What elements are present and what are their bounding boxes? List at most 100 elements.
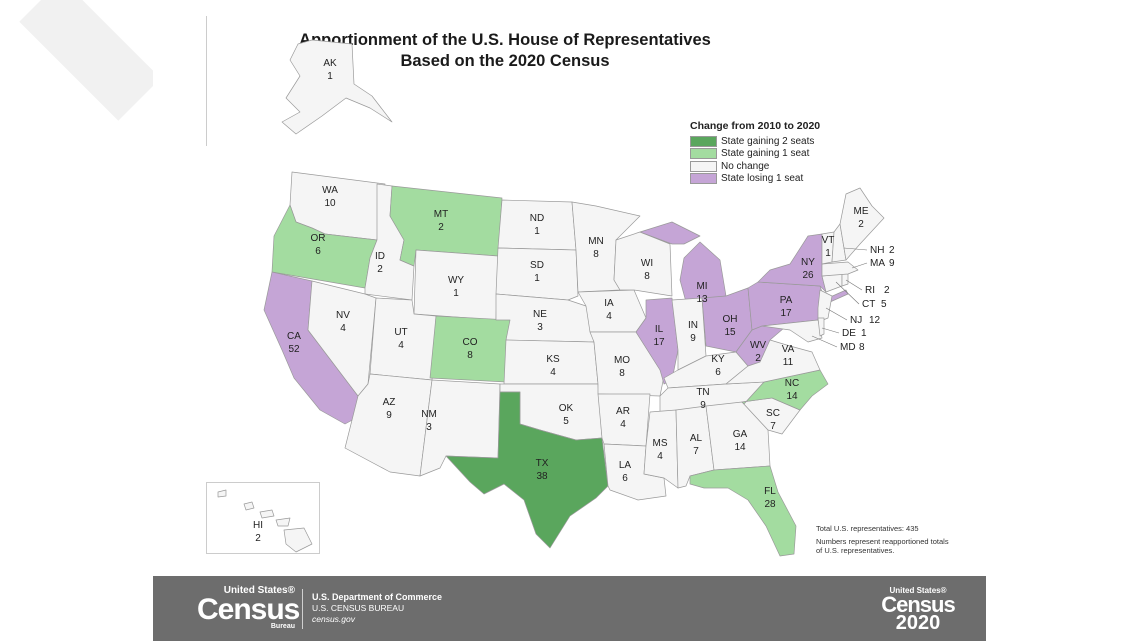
state-seats-ny: 26 bbox=[802, 270, 814, 281]
legend-swatch bbox=[690, 148, 717, 160]
state-label-mt: MT bbox=[434, 209, 448, 220]
state-seats-ak: 1 bbox=[327, 71, 333, 82]
state-seats-mo: 8 bbox=[619, 368, 625, 379]
logo-small-text: United States® bbox=[223, 585, 295, 596]
state-seats-tn: 9 bbox=[700, 400, 706, 411]
state-SD bbox=[495, 247, 579, 301]
state-label-ut: UT bbox=[394, 327, 407, 338]
state-CO bbox=[429, 315, 511, 383]
state-label-ar: AR bbox=[616, 406, 630, 417]
hawaii-inset-frame bbox=[206, 482, 320, 554]
state-ME bbox=[839, 187, 885, 261]
state-seats-wa: 10 bbox=[324, 198, 336, 209]
state-seats-me: 2 bbox=[858, 219, 864, 230]
state-seats-ca: 52 bbox=[288, 344, 300, 355]
state-label-nm: NM bbox=[421, 409, 437, 420]
legend-swatch bbox=[690, 173, 717, 185]
legend-item-lose1: State losing 1 seat bbox=[690, 173, 820, 186]
website-link[interactable]: census.gov bbox=[312, 614, 355, 624]
state-label-me: ME bbox=[854, 206, 869, 217]
state-label-ne: NE bbox=[533, 309, 547, 320]
callout-line-nj bbox=[825, 307, 848, 321]
state-label-de: DE bbox=[842, 328, 856, 339]
map-title: Apportionment of the U.S. House of Repre… bbox=[0, 30, 1010, 72]
state-label-ca: CA bbox=[287, 331, 301, 342]
state-label-mn: MN bbox=[588, 236, 604, 247]
state-seats-sd: 1 bbox=[534, 273, 540, 284]
state-seats-id: 2 bbox=[377, 264, 383, 275]
state-seats-mt: 2 bbox=[438, 222, 444, 233]
state-MD bbox=[761, 319, 823, 343]
state-label-in: IN bbox=[688, 320, 698, 331]
state-seats-nm: 3 bbox=[426, 422, 432, 433]
callout-line-ct bbox=[835, 281, 860, 305]
state-label-id: ID bbox=[375, 251, 385, 262]
state-seats-oh: 15 bbox=[724, 327, 736, 338]
state-seats-de: 1 bbox=[861, 328, 867, 339]
callout-line-md bbox=[811, 335, 838, 348]
state-seats-or: 6 bbox=[315, 246, 321, 257]
state-seats-wi: 8 bbox=[644, 271, 650, 282]
legend-title: Change from 2010 to 2020 bbox=[690, 120, 821, 132]
state-label-hi: HI bbox=[253, 520, 263, 531]
footer-divider bbox=[302, 589, 303, 629]
alaska-inset-frame bbox=[206, 16, 207, 146]
legend-item-gain1: State gaining 1 seat bbox=[690, 148, 820, 161]
state-seats-ma: 9 bbox=[889, 258, 895, 269]
state-label-or: OR bbox=[311, 233, 326, 244]
state-label-ok: OK bbox=[559, 403, 574, 414]
census-bureau-logo[interactable]: United States® Census Bureau bbox=[197, 585, 300, 631]
state-label-vt: VT bbox=[822, 235, 835, 246]
callout-line-ma bbox=[851, 262, 868, 269]
state-seats-nv: 4 bbox=[340, 323, 346, 334]
legend-swatch bbox=[690, 135, 717, 147]
state-seats-ks: 4 bbox=[550, 367, 556, 378]
state-label-nj: NJ bbox=[850, 315, 862, 326]
state-seats-vt: 1 bbox=[825, 248, 831, 259]
callout-line-nh bbox=[843, 247, 868, 251]
state-label-nc: NC bbox=[785, 378, 799, 389]
state-label-ct: CT bbox=[862, 299, 875, 310]
callout-line-de bbox=[821, 327, 840, 334]
state-seats-sc: 7 bbox=[770, 421, 776, 432]
state-label-va: VA bbox=[782, 344, 795, 355]
state-label-wi: WI bbox=[641, 258, 653, 269]
title-line-2: Based on the 2020 Census bbox=[400, 52, 610, 70]
state-FL bbox=[689, 465, 797, 557]
legend-item-nochange: No change bbox=[690, 160, 820, 173]
state-AK bbox=[281, 39, 393, 135]
state-label-sc: SC bbox=[766, 408, 780, 419]
state-seats-md: 8 bbox=[859, 342, 865, 353]
state-seats-co: 8 bbox=[467, 350, 473, 361]
state-seats-ia: 4 bbox=[606, 311, 612, 322]
state-label-ak: AK bbox=[323, 58, 337, 69]
state-CT bbox=[821, 273, 843, 293]
state-seats-ky: 6 bbox=[715, 367, 721, 378]
state-seats-hi: 2 bbox=[255, 533, 261, 544]
census-2020-logo: United States® Census 2020 bbox=[873, 586, 963, 634]
state-label-ny: NY bbox=[801, 257, 815, 268]
state-seats-nj: 12 bbox=[869, 315, 881, 326]
footer-bar: United States® Census Bureau U.S. Depart… bbox=[153, 576, 986, 641]
bureau-name: U.S. CENSUS BUREAU bbox=[312, 603, 405, 613]
state-seats-pa: 17 bbox=[780, 308, 792, 319]
legend-label: No change bbox=[721, 160, 770, 172]
state-seats-nc: 14 bbox=[786, 391, 798, 402]
title-line-1: Apportionment of the U.S. House of Repre… bbox=[299, 31, 711, 49]
state-seats-va: 11 bbox=[783, 357, 794, 368]
department-info: U.S. Department of Commerce U.S. CENSUS … bbox=[312, 592, 442, 625]
total-representatives-note: Total U.S. representatives: 435 bbox=[816, 524, 919, 533]
state-label-tn: TN bbox=[696, 387, 709, 398]
state-label-sd: SD bbox=[530, 260, 544, 271]
legend-label: State losing 1 seat bbox=[721, 173, 804, 185]
state-seats-fl: 28 bbox=[764, 499, 776, 510]
state-label-nd: ND bbox=[530, 213, 544, 224]
state-seats-mn: 8 bbox=[593, 249, 599, 260]
state-label-ms: MS bbox=[653, 438, 668, 449]
state-GA bbox=[705, 401, 771, 471]
state-seats-ne: 3 bbox=[537, 322, 543, 333]
legend-swatch bbox=[690, 160, 717, 172]
legend-label: State gaining 1 seat bbox=[721, 148, 810, 160]
logo-small-text: United States® bbox=[889, 586, 947, 595]
state-seats-ct: 5 bbox=[881, 299, 887, 310]
